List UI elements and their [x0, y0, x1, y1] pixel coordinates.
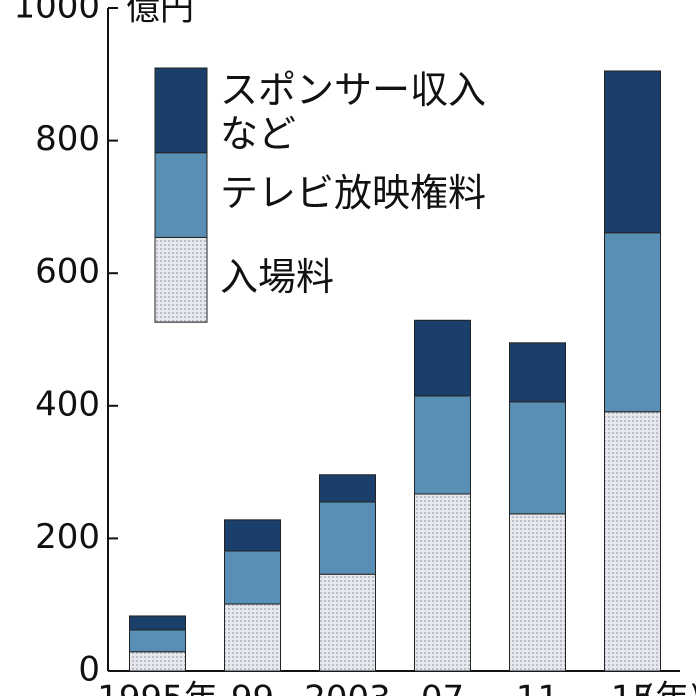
bar-segment [319, 501, 376, 575]
bar-segment [319, 573, 376, 672]
x-tick-label: 15 [611, 679, 654, 696]
x-tick-label: 99 [231, 679, 274, 696]
legend-swatch [154, 67, 208, 154]
bar-segment [224, 550, 281, 605]
x-tick-label: 1995年 [97, 679, 218, 696]
bar-segment [129, 629, 186, 653]
x-tick-label: 2003 [304, 679, 391, 696]
bar-segment [414, 493, 471, 672]
bar-segment [319, 474, 376, 503]
x-unit: (年) [642, 679, 696, 696]
legend-swatch [154, 152, 208, 238]
bar-segment [604, 232, 661, 413]
y-tick-label: 200 [35, 517, 100, 557]
bar-segment [129, 651, 186, 672]
y-tick-label: 400 [35, 384, 100, 424]
y-tick-label: 0 [78, 650, 100, 690]
legend-label: 入場料 [220, 255, 335, 300]
y-unit: 億円 [126, 0, 194, 29]
bar-segment [509, 342, 566, 403]
y-tick-label: 600 [35, 252, 100, 292]
bar-segment [129, 615, 186, 631]
bar-segment [224, 519, 281, 552]
y-tick-label: 800 [35, 119, 100, 159]
x-tick-label: 11 [516, 679, 559, 696]
bar-segment [414, 395, 471, 495]
bar-segment [224, 603, 281, 672]
legend-label: テレビ放映権料 [220, 170, 487, 215]
bar-segment [604, 411, 661, 672]
bar-segment [509, 513, 566, 672]
x-tick-label: 07 [421, 679, 464, 696]
bar-segment [414, 319, 471, 397]
legend-label: スポンサー収入など [220, 68, 487, 156]
bar-segment [509, 401, 566, 515]
bar-segment [604, 70, 661, 234]
y-tick-label: 1000 [13, 0, 100, 27]
legend-swatch [154, 236, 208, 323]
